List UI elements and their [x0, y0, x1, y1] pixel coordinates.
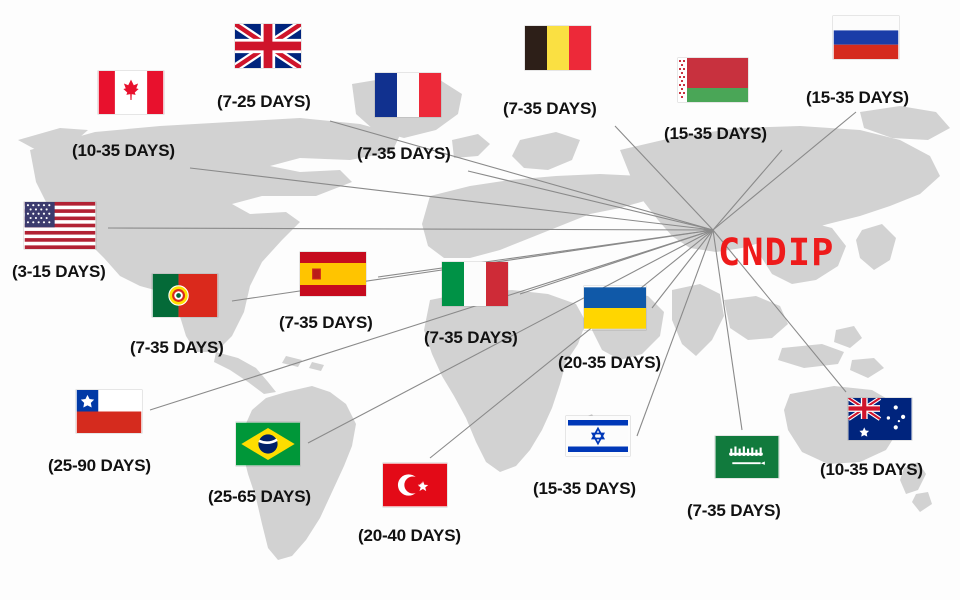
ukraine-flag	[584, 286, 646, 330]
portugal-flag	[152, 274, 218, 317]
uk-flag	[235, 24, 301, 68]
spain-flag	[300, 252, 366, 296]
france-flag	[375, 73, 441, 117]
delivery-time-label: (10-35 DAYS)	[820, 460, 923, 479]
delivery-time-label: (7-35 DAYS)	[424, 328, 518, 347]
route-line	[636, 229, 714, 437]
route-line	[429, 229, 714, 459]
delivery-time-label: (25-90 DAYS)	[48, 456, 151, 475]
delivery-time-label: (25-65 DAYS)	[208, 487, 311, 506]
belgium-flag	[525, 26, 591, 70]
route-line	[712, 229, 847, 393]
usa-flag	[24, 202, 96, 249]
israel-flag	[566, 416, 630, 456]
delivery-time-label: (7-35 DAYS)	[687, 501, 781, 520]
route-line	[614, 125, 714, 231]
delivery-time-label: (20-40 DAYS)	[358, 526, 461, 545]
delivery-time-label: (15-35 DAYS)	[806, 88, 909, 107]
route-line	[712, 111, 857, 231]
delivery-time-label: (3-15 DAYS)	[12, 262, 106, 281]
australia-flag	[848, 398, 912, 440]
route-line	[377, 229, 714, 278]
chile-flag	[76, 390, 142, 433]
route-line	[712, 149, 783, 231]
turkey-flag	[383, 463, 447, 507]
delivery-time-label: (7-35 DAYS)	[503, 99, 597, 118]
delivery-time-label: (15-35 DAYS)	[533, 479, 636, 498]
russia-flag	[833, 16, 899, 59]
route-line	[329, 120, 714, 231]
saudi-arabia-flag	[715, 436, 779, 478]
route-line	[307, 229, 714, 444]
route-line	[189, 167, 714, 231]
italy-flag	[442, 262, 508, 306]
belarus-flag	[678, 58, 748, 102]
route-line	[149, 229, 714, 411]
delivery-time-label: (7-25 DAYS)	[217, 92, 311, 111]
route-line	[712, 229, 743, 431]
route-line	[651, 229, 714, 309]
delivery-time-label: (20-35 DAYS)	[558, 353, 661, 372]
delivery-time-label: (15-35 DAYS)	[664, 124, 767, 143]
delivery-time-label: (7-35 DAYS)	[279, 313, 373, 332]
brazil-flag	[236, 422, 300, 466]
delivery-time-label: (7-35 DAYS)	[357, 144, 451, 163]
route-line	[467, 170, 714, 231]
route-line	[107, 227, 714, 231]
delivery-time-label: (10-35 DAYS)	[72, 141, 175, 160]
hub-brand-label: CNDIP	[718, 231, 835, 274]
delivery-time-label: (7-35 DAYS)	[130, 338, 224, 357]
canada-flag	[98, 71, 164, 114]
